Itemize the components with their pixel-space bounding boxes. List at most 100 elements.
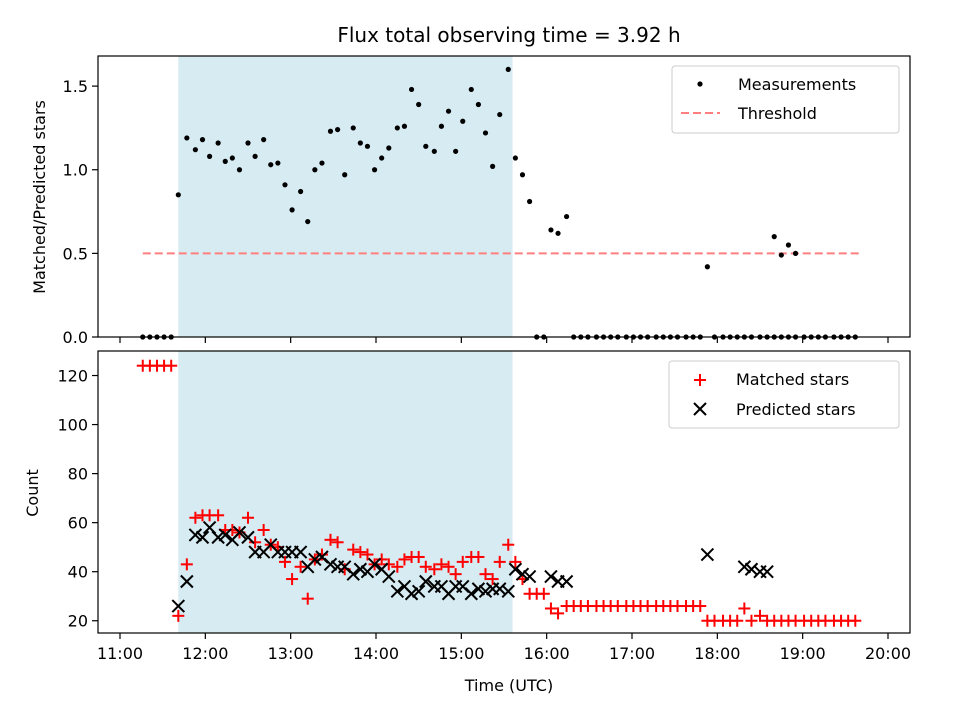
matched-star-point [435, 558, 448, 571]
measurement-point [453, 148, 459, 154]
measurement-point [512, 155, 518, 161]
measurement-point [342, 172, 348, 178]
predicted-star-point [308, 552, 322, 567]
predicted-star-point [508, 562, 523, 576]
x-tick-label: 14:00 [353, 644, 399, 663]
measurement-point [527, 198, 533, 205]
measurement-point [468, 86, 474, 93]
predicted-star-point [346, 567, 360, 581]
measurement-point [261, 137, 267, 143]
predicted-star-point [478, 584, 493, 599]
matched-star-point [398, 553, 411, 566]
predicted-star-point [411, 584, 426, 599]
axes-frame [97, 350, 911, 634]
measurement-point [438, 123, 445, 129]
measurement-point [394, 125, 400, 131]
y-tick-label: 120 [57, 367, 88, 386]
measurement-point [792, 250, 799, 256]
matched-star-point [486, 573, 499, 586]
matched-star-point [479, 568, 492, 581]
y-tick-label: 0.0 [63, 328, 88, 347]
predicted-star-point [744, 562, 759, 576]
measurement-point [207, 153, 213, 159]
legend-predicted-marker [693, 402, 707, 416]
measurement-point [408, 86, 415, 93]
measurement-point [423, 143, 429, 149]
matched-star-point [331, 536, 344, 549]
axes-frame [97, 55, 911, 338]
y-tick-label: 100 [57, 416, 88, 435]
predicted-star-point [323, 557, 338, 572]
x-axis-label: Time (UTC) [464, 676, 553, 695]
matched-star-point [738, 602, 751, 615]
legend-matched-label: Matched stars [736, 370, 849, 389]
legend-matched-marker [694, 374, 706, 386]
observing-window-shade [178, 351, 513, 633]
predicted-star-point [464, 587, 478, 601]
y-tick-label: 1.0 [63, 161, 88, 180]
matched-star-point [552, 607, 565, 620]
x-tick-label: 19:00 [780, 644, 826, 663]
measurement-point [785, 242, 792, 248]
predicted-star-point [211, 530, 225, 545]
matched-star-point [754, 609, 766, 622]
matched-star-point [257, 524, 270, 537]
matched-star-point [172, 609, 185, 622]
matched-star-point [849, 614, 862, 627]
matched-star-point [391, 560, 404, 573]
measurement-point [379, 155, 385, 161]
measurement-point [416, 101, 422, 108]
matched-star-point [537, 587, 550, 600]
x-tick-label: 18:00 [694, 644, 740, 663]
matched-star-point [286, 573, 299, 586]
matched-star-point [324, 533, 337, 546]
x-tick-label: 17:00 [609, 644, 655, 663]
matched-star-point [419, 560, 432, 573]
matched-star-point [242, 511, 254, 524]
top-legend-frame [671, 65, 900, 134]
predicted-star-point [293, 545, 308, 559]
matched-star-point [731, 614, 744, 627]
predicted-star-point [382, 569, 396, 584]
measurement-point [357, 140, 363, 146]
matched-star-point [442, 560, 455, 573]
matched-star-point [180, 558, 193, 571]
predicted-star-point [232, 525, 247, 540]
predicted-star-point [404, 587, 419, 601]
measurement-point [482, 130, 489, 136]
measurement-point [222, 158, 228, 164]
predicted-star-point [737, 560, 752, 574]
predicted-star-point [515, 567, 530, 581]
measurement-point [268, 162, 274, 168]
matched-star-point [294, 560, 307, 573]
legend-measurements-marker [697, 81, 703, 87]
measurement-point [236, 167, 243, 173]
legend-measurements-label: Measurements [738, 75, 856, 94]
measurement-point [282, 182, 288, 188]
predicted-star-point [367, 557, 382, 572]
matched-star-point [212, 509, 225, 522]
measurement-point [335, 126, 341, 133]
predicted-star-point [760, 564, 774, 579]
legend-predicted-label: Predicted stars [736, 400, 856, 419]
measurement-point [431, 148, 437, 154]
matched-star-point [382, 558, 395, 571]
matched-star-point [509, 555, 522, 568]
matched-star-point [456, 555, 469, 568]
matched-star-point [694, 600, 707, 613]
y-tick-label: 20 [68, 612, 88, 631]
matched-star-point [315, 548, 328, 561]
measurement-point [704, 264, 710, 270]
measurement-point [548, 227, 554, 233]
top-observing-window-shade [178, 56, 513, 337]
measurement-point [555, 230, 561, 236]
x-tick-label: 13:00 [268, 644, 314, 663]
x-tick-label: 15:00 [438, 644, 484, 663]
bottom-legend: Matched stars Predicted stars [668, 360, 900, 429]
y-tick-label: 60 [68, 514, 88, 533]
measurement-point [563, 213, 570, 220]
predicted-star-point [559, 574, 574, 589]
matched-star-point [412, 550, 425, 563]
predicted-star-point [195, 530, 210, 545]
matched-star-point [544, 602, 557, 615]
